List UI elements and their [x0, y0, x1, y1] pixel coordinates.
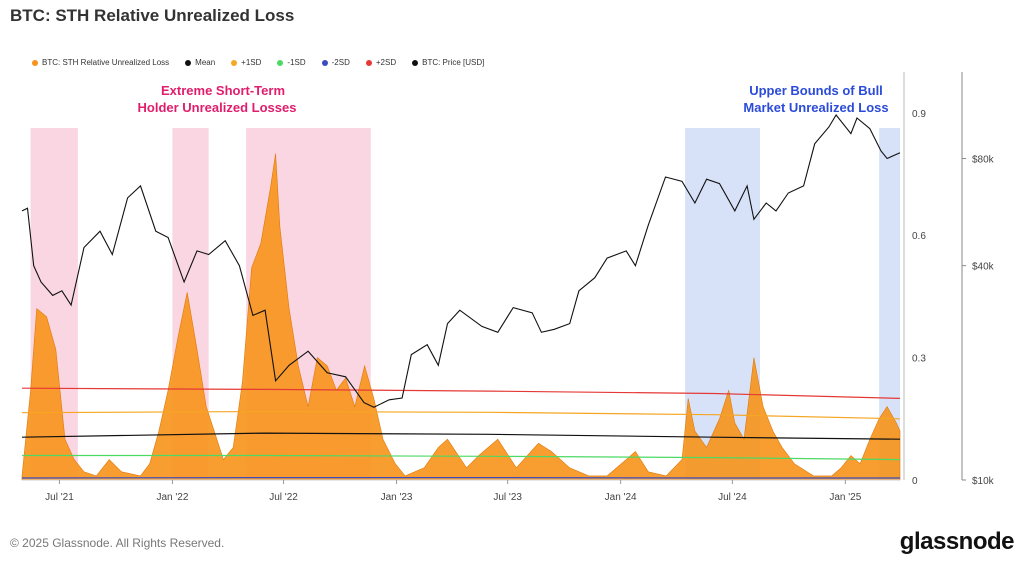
x-tick-label: Jul '23	[493, 492, 522, 503]
annotation-pink-line1: Extreme Short-Term	[161, 83, 285, 98]
x-tick-label: Jul '24	[718, 492, 747, 503]
price-tick-label: $10k	[972, 476, 995, 487]
legend-swatch	[32, 59, 38, 66]
price-series	[21, 114, 901, 408]
legend-item-minus1sd[interactable]: -1SD	[277, 58, 306, 67]
y-tick-label: 0	[912, 476, 918, 487]
legend-swatch	[365, 59, 372, 66]
x-tick-label: Jan '25	[829, 492, 861, 503]
legend-label: BTC: STH Relative Unrealized Loss	[42, 58, 170, 67]
legend-label: -1SD	[287, 58, 306, 67]
legend-label: +2SD	[375, 58, 397, 67]
y-tick-label: 0.6	[912, 231, 926, 242]
legend-item-plus1sd[interactable]: +1SD	[231, 58, 261, 67]
legend-item-plus2sd[interactable]: +2SD	[365, 58, 397, 67]
legend-swatch	[185, 59, 192, 66]
legend-swatch	[321, 59, 328, 66]
series-line-mean	[21, 432, 901, 440]
legend-label: Mean	[195, 58, 216, 67]
legend-item-sth-loss[interactable]: BTC: STH Relative Unrealized Loss	[32, 58, 169, 67]
series-line-minus1sd	[22, 454, 901, 461]
x-tick-label: Jul '22	[269, 492, 298, 503]
annotation-blue-line1: Upper Bounds of Bull	[749, 83, 883, 98]
legend-label: BTC: Price [USD]	[422, 58, 485, 67]
x-tick-label: Jan '23	[381, 492, 413, 503]
y-tick-label: 0.3	[912, 354, 926, 365]
axes: 0 0.3 0.6 0.9 $10k $40k $80k Jul '21 Jan '22 Jul …	[22, 72, 995, 503]
legend-swatch	[412, 59, 419, 66]
y-tick-label: 0.9	[912, 109, 926, 120]
brand-logo: glassnode	[899, 528, 1015, 555]
annotations: Extreme Short-Term Holder Unrealized Los…	[138, 83, 889, 115]
legend-item-mean[interactable]: Mean	[185, 58, 215, 67]
annotation-pink-line2: Holder Unrealized Losses	[138, 100, 297, 115]
shaded-period-blue	[879, 128, 900, 480]
legend-label: +1SD	[241, 58, 262, 67]
copyright-text: © 2025 Glassnode. All Rights Reserved.	[10, 536, 225, 550]
series-line-plus2sd	[21, 387, 901, 399]
legend-item-price[interactable]: BTC: Price [USD]	[412, 58, 484, 67]
price-tick-label: $40k	[972, 262, 995, 273]
band-lines	[21, 387, 901, 479]
price-line	[21, 114, 901, 408]
sth-loss-series	[21, 153, 901, 481]
chart-title: BTC: STH Relative Unrealized Loss	[10, 6, 295, 25]
x-tick-label: Jul '21	[45, 492, 74, 503]
annotation-blue-line2: Market Unrealized Loss	[743, 100, 888, 115]
sth-loss-area	[21, 153, 901, 481]
legend-swatch	[231, 59, 238, 66]
legend-item-minus2sd[interactable]: -2SD	[321, 58, 350, 67]
x-tick-label: Jan '22	[156, 492, 188, 503]
legend-label: -2SD	[331, 58, 350, 67]
legend-swatch	[277, 59, 284, 66]
price-tick-label: $80k	[972, 155, 995, 166]
series-line-plus1sd	[21, 410, 901, 420]
x-tick-label: Jan '24	[605, 492, 637, 503]
legend: BTC: STH Relative Unrealized Loss Mean +…	[32, 58, 484, 67]
